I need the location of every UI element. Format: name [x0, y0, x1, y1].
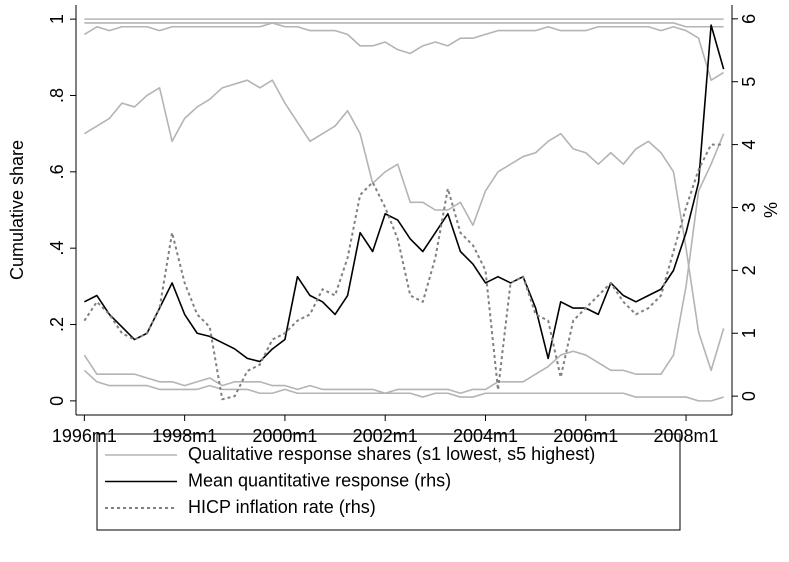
y2-tick-label: 4: [739, 140, 759, 150]
legend-label: HICP inflation rate (rhs): [188, 497, 376, 517]
legend-label: Qualitative response shares (s1 lowest, …: [188, 444, 595, 464]
y2-tick-label: 5: [739, 77, 759, 87]
y-tick-label: .4: [47, 241, 67, 256]
y-axis-title: Cumulative share: [7, 140, 27, 280]
y-tick-label: .2: [47, 317, 67, 332]
legend-label: Mean quantitative response (rhs): [188, 470, 451, 490]
series-line: [83, 133, 725, 395]
y2-tick-label: 0: [739, 391, 759, 401]
series-line: [83, 79, 725, 372]
series-line: [83, 22, 725, 81]
x-tick-label: 2008m1: [654, 426, 719, 446]
series-line: [84, 24, 725, 363]
x-tick-label: 2000m1: [252, 426, 317, 446]
series-line: [84, 22, 724, 28]
series-line: [83, 143, 724, 401]
y-tick-label: .6: [47, 164, 67, 179]
y2-tick-label: 1: [739, 328, 759, 338]
legend-box: [96, 433, 681, 531]
x-tick-label: 2006m1: [553, 426, 618, 446]
series-line: [83, 369, 724, 402]
y2-tick-label: 2: [739, 265, 759, 275]
x-tick-label: 2002m1: [353, 426, 418, 446]
y2-axis-title: %: [761, 202, 781, 218]
x-tick-label: 2004m1: [453, 426, 518, 446]
y2-tick-label: 6: [739, 14, 759, 24]
x-tick-label: 1998m1: [152, 426, 217, 446]
y-tick-label: .8: [47, 88, 67, 103]
x-tick-label: 1996m1: [52, 426, 117, 446]
y-tick-label: 1: [47, 14, 67, 24]
y2-tick-label: 3: [739, 202, 759, 212]
y-tick-label: 0: [47, 396, 67, 406]
